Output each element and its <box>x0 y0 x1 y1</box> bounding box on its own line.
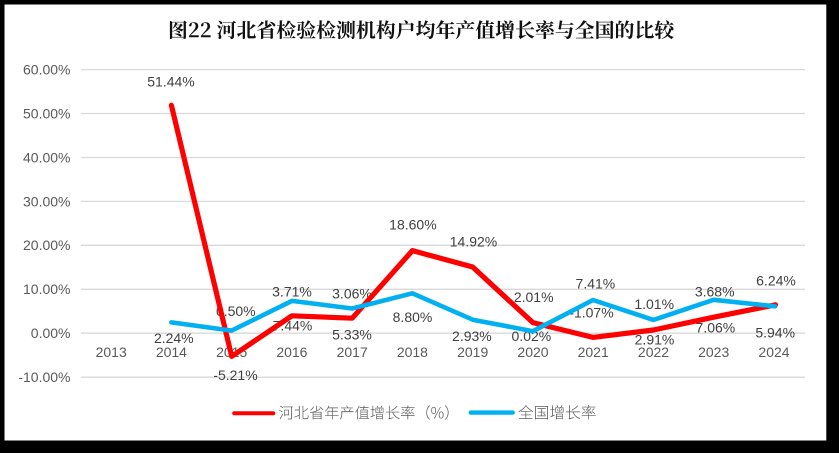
svg-text:18.60%: 18.60% <box>389 217 436 233</box>
svg-text:14.92%: 14.92% <box>450 234 497 250</box>
svg-text:3.06%: 3.06% <box>332 285 372 301</box>
svg-text:6.24%: 6.24% <box>756 273 796 289</box>
svg-text:2017: 2017 <box>337 344 368 360</box>
svg-text:0.50%: 0.50% <box>216 303 256 319</box>
svg-text:20.00%: 20.00% <box>23 237 70 253</box>
svg-text:60.00%: 60.00% <box>23 62 70 78</box>
svg-text:2014: 2014 <box>156 344 187 360</box>
svg-text:-5.21%: -5.21% <box>213 367 257 383</box>
svg-text:8.80%: 8.80% <box>393 309 433 325</box>
svg-text:50.00%: 50.00% <box>23 105 70 121</box>
svg-text:2.24%: 2.24% <box>154 330 194 346</box>
svg-text:-10.00%: -10.00% <box>18 369 70 385</box>
svg-text:2022: 2022 <box>638 344 669 360</box>
svg-text:2.91%: 2.91% <box>635 331 675 347</box>
svg-text:7.41%: 7.41% <box>576 275 616 291</box>
svg-text:2019: 2019 <box>457 344 488 360</box>
svg-text:2023: 2023 <box>698 344 729 360</box>
svg-text:1.01%: 1.01% <box>634 296 674 312</box>
svg-text:3.68%: 3.68% <box>695 283 735 299</box>
svg-text:51.44%: 51.44% <box>147 73 194 89</box>
svg-text:2024: 2024 <box>758 344 789 360</box>
svg-text:2020: 2020 <box>517 344 548 360</box>
svg-text:0.02%: 0.02% <box>512 328 552 344</box>
svg-text:2.93%: 2.93% <box>452 328 492 344</box>
svg-text:5.33%: 5.33% <box>332 326 372 342</box>
svg-text:7.06%: 7.06% <box>696 320 736 336</box>
svg-text:40.00%: 40.00% <box>23 149 70 165</box>
svg-text:0.00%: 0.00% <box>31 325 71 341</box>
svg-text:3.71%: 3.71% <box>272 283 312 299</box>
svg-text:2016: 2016 <box>276 344 307 360</box>
svg-text:2021: 2021 <box>578 344 609 360</box>
svg-text:2013: 2013 <box>96 344 127 360</box>
svg-text:2.01%: 2.01% <box>514 289 554 305</box>
svg-text:5.94%: 5.94% <box>755 325 795 341</box>
svg-text:2018: 2018 <box>397 344 428 360</box>
svg-text:30.00%: 30.00% <box>23 193 70 209</box>
svg-text:10.00%: 10.00% <box>23 281 70 297</box>
